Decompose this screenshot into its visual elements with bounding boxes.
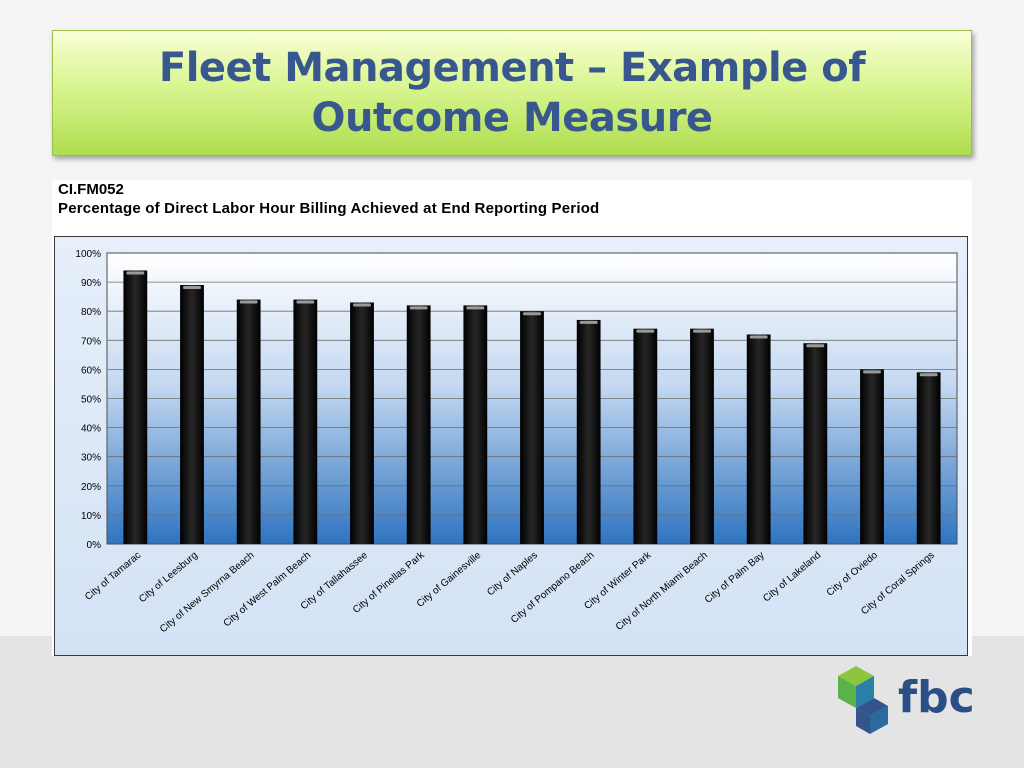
bar-highlight bbox=[863, 370, 881, 374]
bar-highlight bbox=[353, 303, 371, 307]
bar bbox=[690, 328, 714, 544]
y-tick-label: 0% bbox=[87, 540, 102, 551]
bar bbox=[576, 319, 601, 544]
bar bbox=[350, 302, 374, 544]
bar bbox=[406, 305, 431, 544]
bar-highlight bbox=[409, 306, 428, 310]
bar-highlight bbox=[749, 335, 768, 339]
y-tick-label: 70% bbox=[81, 336, 101, 347]
y-tick-label: 90% bbox=[81, 278, 101, 289]
y-tick-label: 10% bbox=[81, 511, 101, 522]
bar bbox=[916, 372, 941, 544]
bar-highlight bbox=[523, 312, 541, 316]
x-category-label: City of Tamarac bbox=[83, 550, 143, 603]
x-category-label: City of Leesburg bbox=[137, 550, 200, 605]
fbc-logo-icon: fbc bbox=[838, 666, 975, 734]
bar-highlight bbox=[296, 300, 315, 304]
bar-highlight bbox=[239, 300, 258, 304]
x-category-label: City of Oviedo bbox=[825, 550, 881, 599]
bar-highlight bbox=[183, 286, 201, 290]
bar bbox=[180, 285, 204, 544]
y-tick-label: 50% bbox=[81, 395, 101, 406]
chart-subtitle: Percentage of Direct Labor Hour Billing … bbox=[58, 200, 600, 217]
y-tick-label: 100% bbox=[75, 249, 101, 260]
y-tick-label: 60% bbox=[81, 365, 101, 376]
bar-highlight bbox=[126, 271, 145, 275]
chart-panel: CI.FM052 Percentage of Direct Labor Hour… bbox=[52, 180, 972, 656]
y-tick-label: 20% bbox=[81, 482, 101, 493]
y-tick-label: 80% bbox=[81, 307, 101, 318]
bar-highlight bbox=[466, 306, 485, 310]
slide-title: Fleet Management – Example of Outcome Me… bbox=[158, 45, 866, 141]
chart-header: CI.FM052 Percentage of Direct Labor Hour… bbox=[58, 180, 599, 218]
bar-highlight bbox=[693, 329, 711, 333]
y-tick-label: 40% bbox=[81, 424, 101, 435]
chart-code: CI.FM052 bbox=[58, 181, 124, 198]
bar bbox=[633, 328, 658, 544]
bar bbox=[803, 343, 828, 544]
bar bbox=[293, 299, 318, 544]
chart-frame: 0% 10% 20% 30% 40% 50% 60% 70% 80% 90% 100% City of… bbox=[54, 236, 968, 656]
bar bbox=[463, 305, 488, 544]
bar bbox=[123, 270, 148, 544]
bar-highlight bbox=[806, 344, 825, 348]
x-category-label: City of Naples bbox=[485, 550, 540, 598]
logo-text: fbc bbox=[898, 672, 975, 723]
bar-highlight bbox=[919, 373, 938, 377]
bar bbox=[746, 334, 771, 544]
bar-chart: 0% 10% 20% 30% 40% 50% 60% 70% 80% 90% 100% City of… bbox=[75, 249, 958, 635]
bar-highlight bbox=[636, 329, 655, 333]
bar-highlight bbox=[579, 320, 598, 324]
x-category-label: City of Lakeland bbox=[761, 550, 823, 605]
x-category-label: City of New Smyrna Beach bbox=[158, 550, 257, 635]
x-category-label: City of North Miami Beach bbox=[614, 550, 710, 633]
x-category-label: City of Palm Bay bbox=[703, 550, 767, 606]
fbc-logo: fbc bbox=[836, 662, 986, 742]
y-tick-label: 30% bbox=[81, 453, 101, 464]
bar bbox=[520, 311, 544, 544]
bar bbox=[860, 369, 884, 544]
bar bbox=[236, 299, 261, 544]
slide-title-box: Fleet Management – Example of Outcome Me… bbox=[52, 30, 972, 156]
